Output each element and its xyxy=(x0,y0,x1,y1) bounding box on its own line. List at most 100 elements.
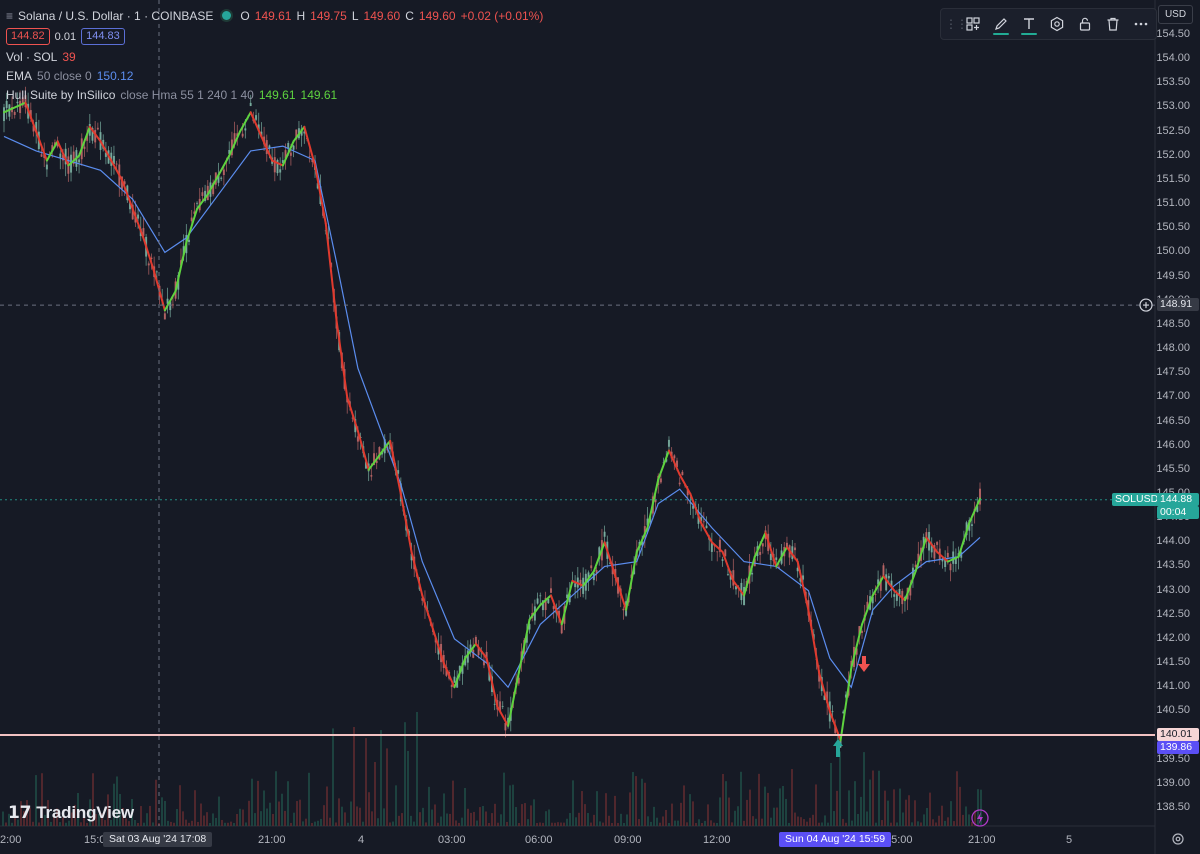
pencil-icon[interactable] xyxy=(987,10,1015,38)
volume-bar xyxy=(755,818,757,826)
horizontal-line-price-tag: 140.01 xyxy=(1157,728,1199,742)
more-icon[interactable] xyxy=(1127,10,1155,38)
indicator-hull[interactable]: Hull Suite by InSilico close Hma 55 1 24… xyxy=(6,85,543,104)
trash-icon[interactable] xyxy=(1099,10,1127,38)
indicator-value: 150.12 xyxy=(96,68,134,83)
ohlc-open-key: O xyxy=(240,8,250,23)
volume-bar xyxy=(392,821,394,826)
candle-body xyxy=(228,149,231,154)
candle-body xyxy=(970,524,973,526)
hull-segment xyxy=(432,628,445,665)
candle-body xyxy=(289,152,292,156)
volume-bar xyxy=(491,813,493,826)
volume-bar xyxy=(743,820,745,826)
candle-body xyxy=(453,676,456,683)
volume-bar xyxy=(863,752,865,826)
drawing-toolbar: ⋮⋮ xyxy=(940,8,1157,40)
settings-icon[interactable] xyxy=(1043,10,1071,38)
volume-bar xyxy=(419,812,421,826)
candle-body xyxy=(150,257,153,260)
cursor-date-tag: Sun 04 Aug '24 15:59 xyxy=(779,832,892,847)
currency-selector[interactable]: USD xyxy=(1158,5,1193,24)
volume-bar xyxy=(944,820,946,826)
volume-bar xyxy=(209,822,211,826)
template-icon[interactable] xyxy=(959,10,987,38)
hull-segment xyxy=(163,290,177,312)
volume-bar xyxy=(173,822,175,826)
volume-bar xyxy=(341,806,343,826)
candle-body xyxy=(976,505,979,512)
volume-bar xyxy=(65,822,67,826)
volume-bar xyxy=(56,808,58,826)
volume-bar xyxy=(365,738,367,826)
candle-body xyxy=(155,271,158,273)
volume-bar xyxy=(455,820,457,826)
text-icon[interactable] xyxy=(1015,10,1043,38)
candle-body xyxy=(646,518,649,526)
volume-bar xyxy=(320,818,322,826)
volume-bar xyxy=(824,815,826,826)
candle-body xyxy=(61,154,64,161)
candle-body xyxy=(528,623,531,630)
volume-bar xyxy=(689,794,691,826)
volume-bar xyxy=(449,813,451,826)
indicator-ema[interactable]: EMA 50 close 0 150.12 xyxy=(6,66,543,85)
volume-bar xyxy=(539,822,541,826)
volume-bar xyxy=(176,808,178,826)
hull-segment xyxy=(3,101,27,114)
candle-body xyxy=(83,146,86,149)
volume-bar xyxy=(143,822,145,826)
lock-icon[interactable] xyxy=(1071,10,1099,38)
crosshair-date-tag: Sat 03 Aug '24 17:08 xyxy=(103,832,213,847)
volume-bar xyxy=(773,807,775,826)
volume-bar xyxy=(641,778,643,826)
price-axis-label: 146.50 xyxy=(1156,414,1190,427)
candle-body xyxy=(268,145,271,149)
menu-lines-icon[interactable]: ≡ xyxy=(6,8,14,23)
add-alert-icon[interactable] xyxy=(1139,298,1153,312)
indicator-name: Vol · SOL xyxy=(6,49,58,64)
volume-bar xyxy=(23,811,25,826)
axis-settings-icon[interactable] xyxy=(1172,833,1184,845)
hull-segment xyxy=(614,575,628,611)
candle-body xyxy=(893,594,896,597)
bid-button[interactable]: 144.82 xyxy=(6,28,50,45)
volume-bar xyxy=(263,790,265,826)
volume-bar xyxy=(749,789,751,826)
drag-handle-icon[interactable]: ⋮⋮ xyxy=(945,17,968,31)
volume-bar xyxy=(512,784,514,826)
ask-button[interactable]: 144.83 xyxy=(81,28,125,45)
volume-bar xyxy=(386,748,388,826)
indicator-volume[interactable]: Vol · SOL 39 xyxy=(6,47,543,66)
candle-body xyxy=(364,461,367,469)
symbol-title[interactable]: Solana / U.S. Dollar · 1 · COINBASE xyxy=(18,8,214,23)
candle-body xyxy=(474,636,477,643)
volume-bar xyxy=(647,816,649,826)
volume-bar xyxy=(956,771,958,826)
candle-body xyxy=(759,551,762,555)
volume-bar xyxy=(362,821,364,826)
volume-bar xyxy=(857,813,859,826)
volume-bar xyxy=(155,779,157,826)
hull-segment xyxy=(539,594,552,607)
volume-bar xyxy=(422,807,424,826)
candle-body xyxy=(16,101,19,104)
tradingview-logo[interactable]: 𝟭𝟳 TradingView xyxy=(8,803,134,823)
candle-body xyxy=(793,547,796,551)
ohlc-close-key: C xyxy=(405,8,414,23)
candle-body xyxy=(163,313,166,320)
ohlc-high-key: H xyxy=(296,8,306,23)
volume-bar xyxy=(347,822,349,826)
volume-bar xyxy=(776,807,778,826)
volume-bar xyxy=(377,818,379,826)
candle-body xyxy=(622,608,625,611)
volume-bar xyxy=(86,822,88,826)
hull-segment xyxy=(260,135,274,162)
volume-bar xyxy=(281,793,283,826)
candle-body xyxy=(142,228,145,237)
volume-bar xyxy=(893,789,895,826)
lightning-icon[interactable] xyxy=(971,809,989,827)
